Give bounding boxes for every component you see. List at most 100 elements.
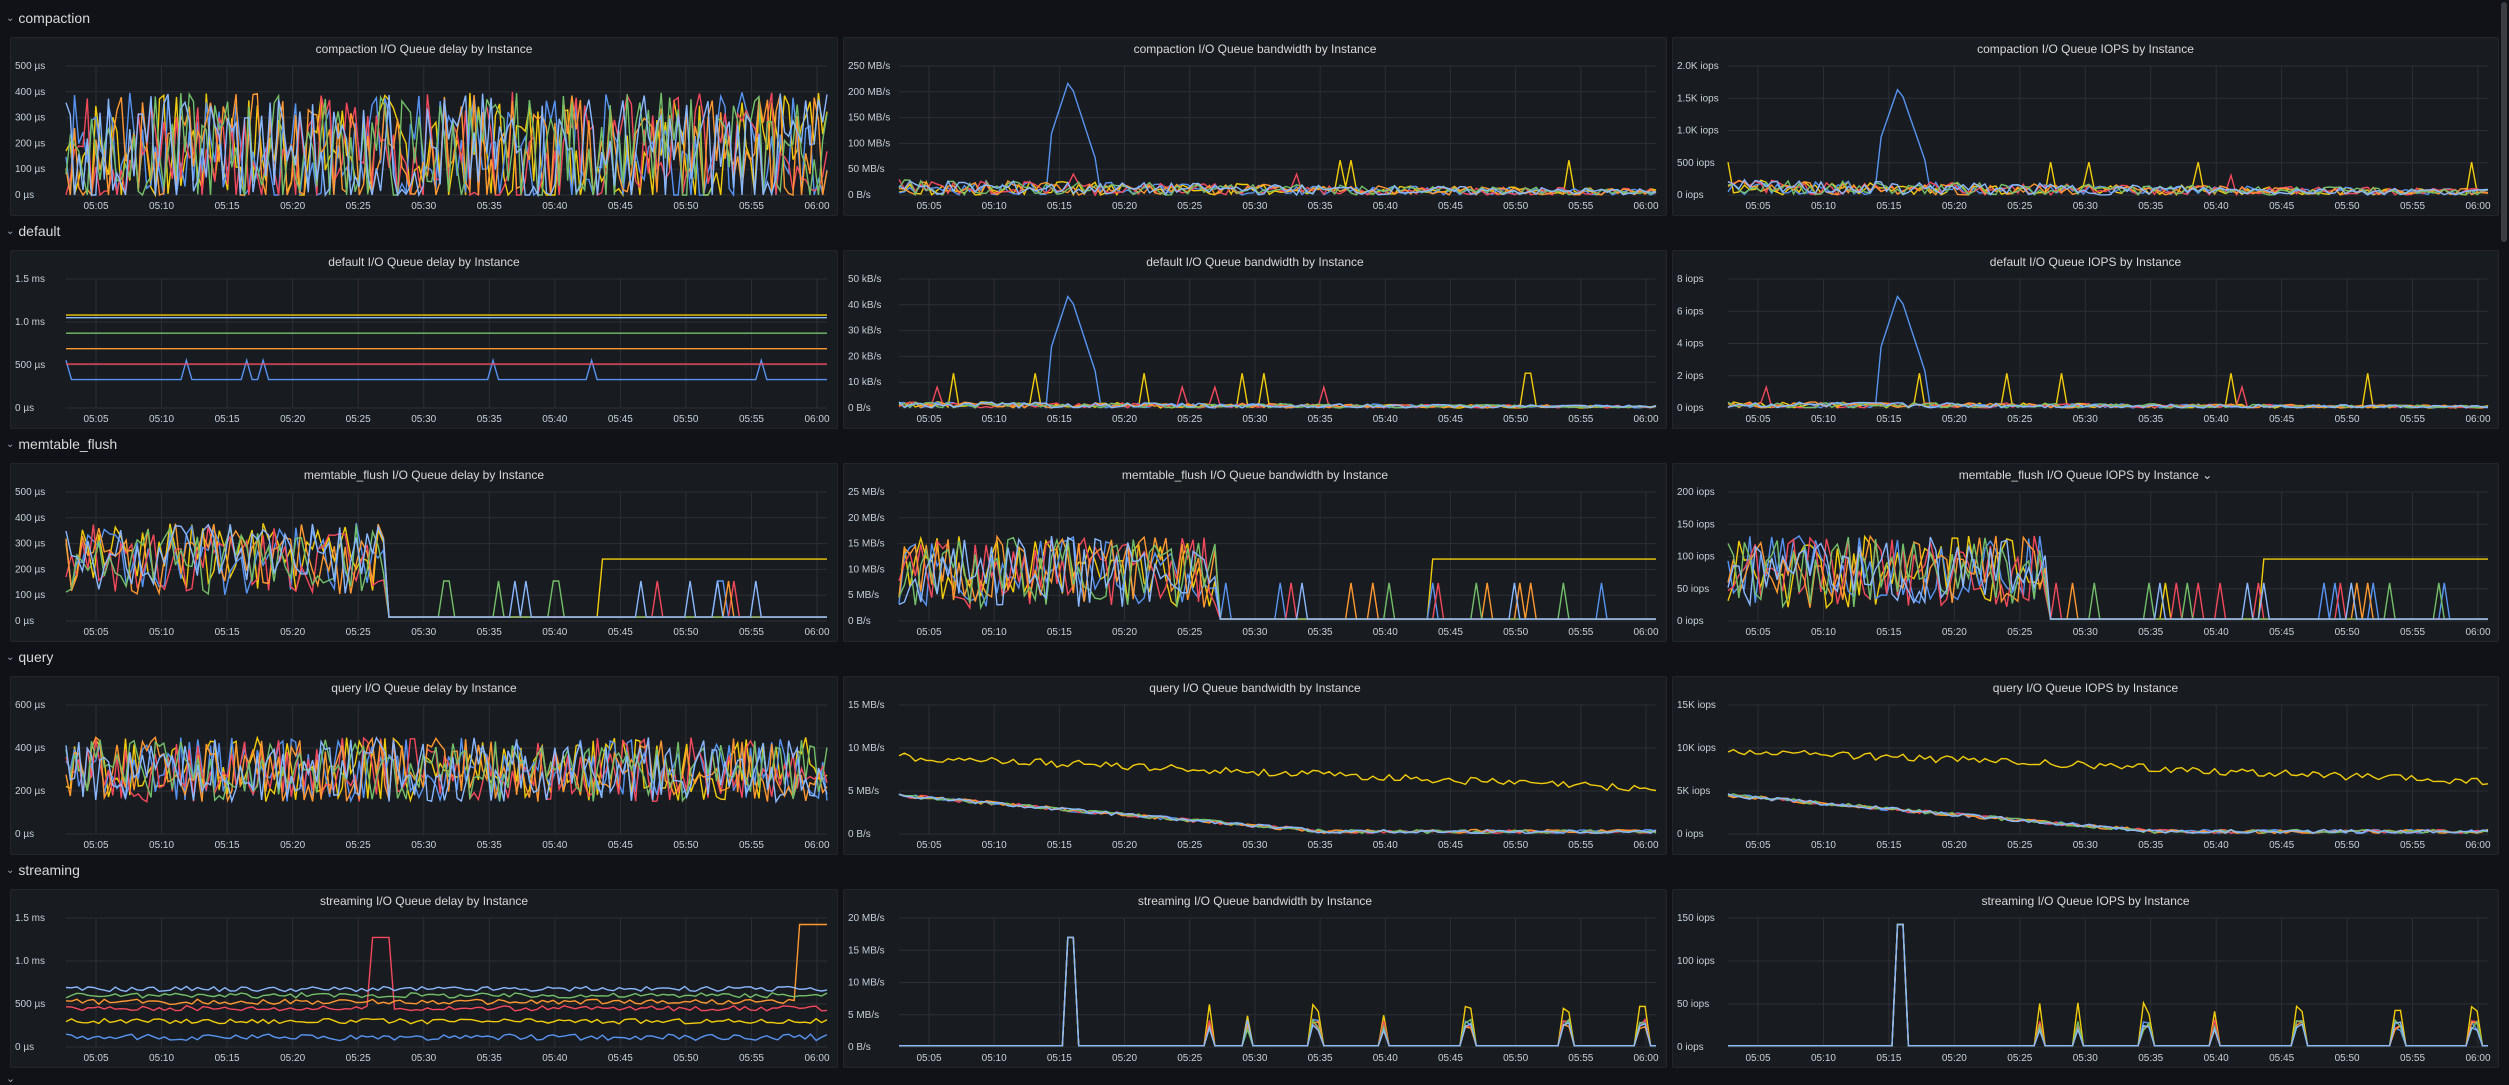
x-tick-label: 05:50 — [2335, 414, 2360, 425]
panel-compaction-delay[interactable]: compaction I/O Queue delay by Instance 0 … — [10, 37, 838, 216]
time-series-plot[interactable]: 0 iops 50 iops 100 iops 150 iops 05:05 05:10 0… — [1673, 890, 2498, 1067]
x-tick-label: 05:45 — [2269, 840, 2294, 851]
x-tick-label: 05:35 — [477, 414, 502, 425]
time-series-plot[interactable]: 0 iops 500 iops 1.0K iops 1.5K iops 2.0K iop… — [1673, 38, 2498, 215]
row-header-streaming[interactable]: ⌄ streaming — [6, 858, 80, 882]
x-tick-label: 05:05 — [1745, 840, 1770, 851]
x-tick-label: 06:00 — [2465, 414, 2490, 425]
x-tick-label: 05:55 — [1568, 1053, 1593, 1064]
x-tick-label: 05:30 — [2073, 414, 2098, 425]
y-tick-label: 0 iops — [1677, 829, 1704, 840]
chevron-down-icon: ⌄ — [6, 864, 15, 876]
y-tick-label: 1.0 ms — [15, 956, 45, 967]
panel-streaming-delay[interactable]: streaming I/O Queue delay by Instance 0 µ… — [10, 889, 838, 1068]
panel-memtable_flush-bandwidth[interactable]: memtable_flush I/O Queue bandwidth by In… — [843, 463, 1667, 642]
panel-title[interactable]: streaming I/O Queue bandwidth by Instanc… — [1137, 894, 1373, 908]
panel-title[interactable]: memtable_flush I/O Queue delay by Instan… — [303, 468, 545, 482]
panel-title[interactable]: default I/O Queue bandwidth by Instance — [1146, 255, 1364, 269]
time-series-plot[interactable]: 0 µs 500 µs 1.0 ms 1.5 ms 05:05 05:10 05:15 05:… — [11, 890, 837, 1067]
time-series-plot[interactable]: 0 µs 200 µs 400 µs 600 µs 05:05 05:10 05:15 05:… — [11, 677, 837, 854]
x-tick-label: 05:35 — [1308, 201, 1333, 212]
row-header-memtable_flush[interactable]: ⌄ memtable_flush — [6, 432, 117, 456]
panel-title[interactable]: default I/O Queue IOPS by Instance — [1989, 255, 2182, 269]
panel-default-iops[interactable]: default I/O Queue IOPS by Instance 0 iops… — [1672, 250, 2499, 429]
series-line — [1727, 401, 2489, 409]
x-tick-label: 05:40 — [2204, 1053, 2229, 1064]
panel-compaction-bandwidth[interactable]: compaction I/O Queue bandwidth by Instan… — [843, 37, 1667, 216]
panel-default-delay[interactable]: default I/O Queue delay by Instance 0 µs 5… — [10, 250, 838, 429]
time-series-plot[interactable]: 0 B/s 5 MB/s 10 MB/s 15 MB/s 05:05 05:10 05:15… — [844, 677, 1666, 854]
series-line — [1727, 748, 2489, 786]
panel-title[interactable]: query I/O Queue IOPS by Instance — [1992, 681, 2179, 695]
x-tick-label: 05:50 — [673, 840, 698, 851]
panel-title[interactable]: compaction I/O Queue IOPS by Instance — [1977, 42, 2194, 56]
panel-query-bandwidth[interactable]: query I/O Queue bandwidth by Instance 0 B… — [843, 676, 1667, 855]
page-scrollbar[interactable] — [2499, 0, 2509, 1085]
row-header-query[interactable]: ⌄ query — [6, 645, 53, 669]
panel-title[interactable]: query I/O Queue bandwidth by Instance — [1149, 681, 1361, 695]
series-line — [898, 179, 1657, 197]
series-line — [65, 1017, 828, 1025]
time-series-plot[interactable]: 0 µs 500 µs 1.0 ms 1.5 ms 05:05 05:10 05:15 05:… — [11, 251, 837, 428]
panel-memtable_flush-iops[interactable]: memtable_flush I/O Queue IOPS by Instanc… — [1672, 463, 2499, 642]
series-line — [65, 985, 828, 993]
x-tick-label: 05:40 — [1373, 627, 1398, 638]
y-tick-label: 5 MB/s — [848, 786, 879, 797]
panel-memtable_flush-delay[interactable]: memtable_flush I/O Queue delay by Instan… — [10, 463, 838, 642]
x-tick-label: 05:40 — [1373, 414, 1398, 425]
panel-title[interactable]: compaction I/O Queue delay by Instance — [315, 42, 533, 56]
y-tick-label: 0 B/s — [848, 829, 871, 840]
collapsed-row-toggle[interactable]: ⌄ — [6, 1073, 16, 1085]
time-series-plot[interactable]: 0 B/s 5 MB/s 10 MB/s 15 MB/s 20 MB/s 05:05 05:… — [844, 890, 1666, 1067]
panel-default-bandwidth[interactable]: default I/O Queue bandwidth by Instance 0… — [843, 250, 1667, 429]
panel-compaction-iops[interactable]: compaction I/O Queue IOPS by Instance 0 i… — [1672, 37, 2499, 216]
panel-title[interactable]: default I/O Queue delay by Instance — [328, 255, 520, 269]
scrollbar-thumb[interactable] — [2501, 2, 2507, 242]
x-tick-label: 05:50 — [1503, 627, 1528, 638]
x-tick-label: 05:35 — [2138, 627, 2163, 638]
time-series-plot[interactable]: 0 B/s 5 MB/s 10 MB/s 15 MB/s 20 MB/s 25 MB/s 0… — [844, 464, 1666, 641]
panel-query-iops[interactable]: query I/O Queue IOPS by Instance 0 iops 5K… — [1672, 676, 2499, 855]
panel-title[interactable]: compaction I/O Queue bandwidth by Instan… — [1133, 42, 1377, 56]
x-tick-label: 06:00 — [2465, 201, 2490, 212]
time-series-plot[interactable]: 0 µs 100 µs 200 µs 300 µs 400 µs 500 µs 05:05 0… — [11, 464, 837, 641]
panel-streaming-iops[interactable]: streaming I/O Queue IOPS by Instance 0 io… — [1672, 889, 2499, 1068]
y-tick-label: 4 iops — [1677, 339, 1704, 350]
time-series-plot[interactable]: 0 iops 2 iops 4 iops 6 iops 8 iops 05:05 05:10… — [1673, 251, 2498, 428]
time-series-plot[interactable]: 0 iops 50 iops 100 iops 150 iops 200 iops 05:… — [1673, 464, 2498, 641]
panel-title[interactable]: query I/O Queue delay by Instance — [331, 681, 517, 695]
x-tick-label: 05:45 — [608, 627, 633, 638]
panel-title[interactable]: memtable_flush I/O Queue bandwidth by In… — [1121, 468, 1389, 482]
x-tick-label: 05:05 — [916, 1053, 941, 1064]
time-series-plot[interactable]: 0 B/s 50 MB/s 100 MB/s 150 MB/s 200 MB/s 250 … — [844, 38, 1666, 215]
panel-streaming-bandwidth[interactable]: streaming I/O Queue bandwidth by Instanc… — [843, 889, 1667, 1068]
x-tick-label: 05:30 — [1242, 1053, 1267, 1064]
time-series-plot[interactable]: 0 B/s 10 kB/s 20 kB/s 30 kB/s 40 kB/s 50 kB/s… — [844, 251, 1666, 428]
y-tick-label: 2 iops — [1677, 371, 1704, 382]
x-tick-label: 06:00 — [1633, 840, 1658, 851]
panel-title[interactable]: memtable_flush I/O Queue IOPS by Instanc… — [1958, 468, 2213, 482]
time-series-plot[interactable]: 0 iops 5K iops 10K iops 15K iops 05:05 05:10 0… — [1673, 677, 2498, 854]
x-tick-label: 05:50 — [1503, 414, 1528, 425]
y-tick-label: 100 µs — [15, 590, 45, 601]
series-line — [1727, 294, 2488, 409]
x-tick-label: 05:45 — [608, 840, 633, 851]
series-line — [65, 936, 828, 1012]
series-line — [1728, 923, 2488, 1047]
panel-title[interactable]: streaming I/O Queue IOPS by Instance — [1981, 894, 2190, 908]
series-line — [899, 936, 1656, 1047]
x-tick-label: 05:20 — [1112, 840, 1137, 851]
y-tick-label: 20 MB/s — [848, 513, 885, 524]
panel-title[interactable]: streaming I/O Queue delay by Instance — [319, 894, 529, 908]
series-line — [1727, 178, 2489, 196]
x-tick-label: 06:00 — [804, 201, 829, 212]
panel-query-delay[interactable]: query I/O Queue delay by Instance 0 µs 200… — [10, 676, 838, 855]
row-header-compaction[interactable]: ⌄ compaction — [6, 6, 90, 30]
row-header-default[interactable]: ⌄ default — [6, 219, 60, 243]
x-tick-label: 05:45 — [1438, 1053, 1463, 1064]
series-line — [65, 92, 828, 197]
time-series-plot[interactable]: 0 µs 100 µs 200 µs 300 µs 400 µs 500 µs 05:05 0… — [11, 38, 837, 215]
y-tick-label: 0 iops — [1677, 190, 1704, 201]
row-title: compaction — [18, 10, 90, 26]
series-line — [898, 534, 1656, 620]
